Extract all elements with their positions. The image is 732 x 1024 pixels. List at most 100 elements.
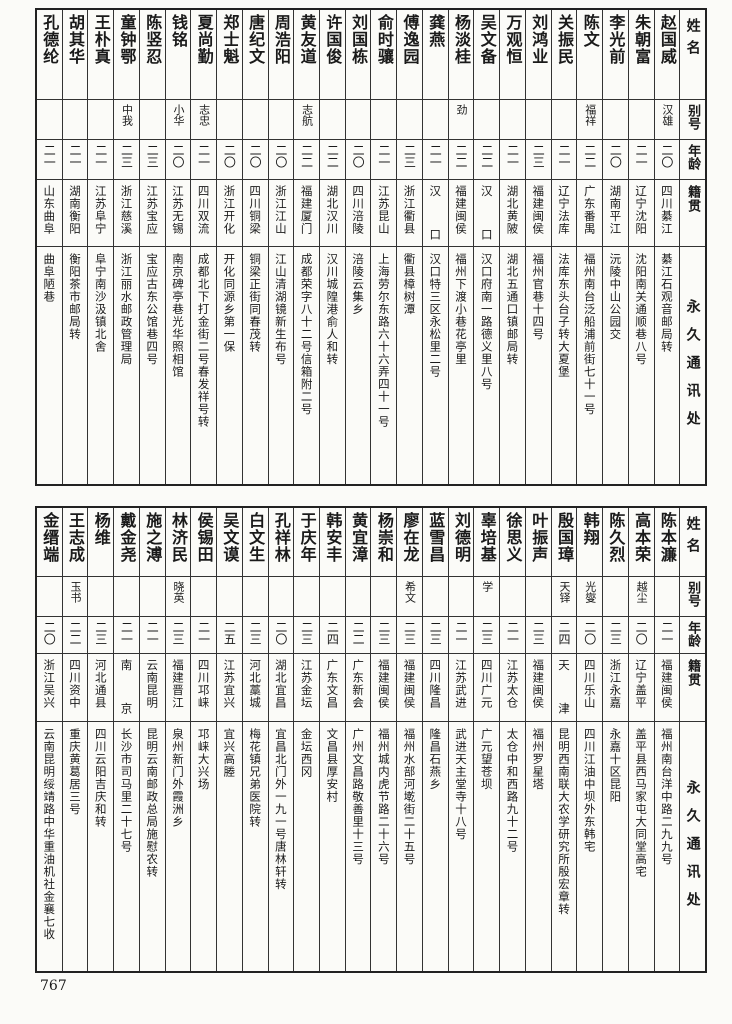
header-age-label: 年龄 <box>685 621 701 647</box>
name-cell: 陈文 <box>577 10 603 100</box>
person-column: 关振民 二一 辽宁法库 法库东头台子转大夏堡 <box>550 10 577 484</box>
native-cell: 福建闽侯 <box>525 654 551 722</box>
age-text: 二〇 <box>273 144 288 168</box>
person-column: 辜培基学二三 四川广元 广元望苍坝 <box>473 508 500 971</box>
alias-cell <box>654 577 680 617</box>
address-cell: 云南昆明绥靖路中华重油机社金襄七收 <box>37 722 62 971</box>
name-text: 朱朝富 <box>632 14 652 65</box>
native-cell: 福建闽侯 <box>397 654 422 722</box>
alias-cell <box>217 577 242 617</box>
alias-cell <box>474 100 500 140</box>
header-alias-label: 别号 <box>685 104 701 130</box>
alias-cell <box>88 577 114 617</box>
alias-cell <box>345 577 371 617</box>
person-column: 侯锡田 二一 四川邛崃 邛崃大兴场 <box>190 508 217 971</box>
native-text: 四川广元 <box>479 659 494 709</box>
name-cell: 王朴真 <box>88 10 114 100</box>
alias-cell <box>397 100 422 140</box>
address-text: 上海劳尔东路六十六弄四十一号 <box>376 253 391 428</box>
name-text: 林济民 <box>168 512 188 563</box>
native-cell: 江苏无锡 <box>165 180 191 247</box>
address-cell: 永嘉十区昆阳 <box>603 722 628 971</box>
alias-cell <box>525 100 551 140</box>
header-age: 年龄 <box>680 140 705 180</box>
native-cell: 浙江吴兴 <box>36 654 62 722</box>
name-text: 王朴真 <box>91 14 111 65</box>
address-text: 成都北下打金街二号春发祥号转 <box>196 253 211 428</box>
age-text: 二〇 <box>351 144 366 168</box>
native-cell: 浙江衢县 <box>397 180 422 247</box>
person-column: 俞时骧 二一 江苏昆山 上海劳尔东路六十六弄四十一号 <box>370 10 397 484</box>
address-text: 福州南台洋中路二九九号 <box>659 728 674 866</box>
address-cell: 上海劳尔东路六十六弄四十一号 <box>371 247 396 484</box>
age-text: 二一 <box>145 621 160 645</box>
age-cell: 二一 <box>114 617 139 654</box>
address-cell: 泉州新门外霞洲乡 <box>166 722 191 971</box>
name-cell: 赵国威 <box>654 10 680 100</box>
native-text: 四川乐山 <box>582 659 597 709</box>
alias-text: 越尘 <box>635 581 649 603</box>
name-cell: 杨淡桂 <box>448 10 474 100</box>
person-column: 夏尚勤 志忠 二一 四川双流 成都北下打金街二号春发祥号转 <box>190 10 217 484</box>
name-cell: 白文生 <box>242 508 268 577</box>
native-cell: 福建闽侯 <box>525 180 551 247</box>
header-native: 籍贯 <box>680 654 705 722</box>
age-text: 二〇 <box>222 144 237 168</box>
native-text: 汉口 <box>428 185 443 241</box>
name-text: 侯锡田 <box>194 512 214 563</box>
name-cell: 孔祥林 <box>268 508 294 577</box>
native-text: 浙江吴兴 <box>42 659 57 709</box>
alias-cell: 越尘 <box>628 577 654 617</box>
person-column: 杨淡桂劲二二 福建闽侯 福州下渡小巷花亭里 <box>447 10 474 484</box>
name-cell: 黄友道 <box>294 10 319 100</box>
native-text: 江苏无锡 <box>170 185 185 235</box>
name-text: 吴文谟 <box>220 512 240 563</box>
address-cell: 福州罗星塔 <box>526 722 551 971</box>
person-column: 韩安丰 二四 广东文昌 文昌县厚安村 <box>318 508 345 971</box>
alias-cell <box>500 577 525 617</box>
address-text: 盖平县西马家屯大同堂高宅 <box>634 728 649 878</box>
alias-cell <box>319 577 345 617</box>
age-cell: 二〇 <box>345 140 371 180</box>
native-cell: 福建厦门 <box>294 180 319 247</box>
person-column: 唐纪文 二〇 四川铜梁 铜梁正街同春茂转 <box>241 10 268 484</box>
age-text: 二三 <box>119 144 134 168</box>
alias-cell <box>551 100 577 140</box>
native-cell: 辽宁沈阳 <box>628 180 654 247</box>
native-text: 四川资中 <box>68 659 82 709</box>
address-cell: 广州文昌路敬善里十三号 <box>346 722 371 971</box>
native-cell: 汉口 <box>474 180 500 247</box>
native-cell: 河北藁城 <box>242 654 268 722</box>
address-text: 长沙市司马里二十七号 <box>119 728 134 853</box>
age-cell: 二三 <box>165 617 191 654</box>
name-cell: 傅逸园 <box>397 10 422 100</box>
native-text: 四川綦江 <box>659 185 674 235</box>
address-text: 法库东头台子转大夏堡 <box>556 253 571 378</box>
person-column: 杨维 二三 河北通县 四川云阳吉庆和转 <box>87 508 114 971</box>
header-name-label: 姓名 <box>684 18 701 62</box>
native-cell: 浙江慈溪 <box>114 180 139 247</box>
native-text: 四川邛崃 <box>196 659 211 709</box>
native-cell: 四川铜梁 <box>242 180 268 247</box>
person-column: 林济民 晓英 二三 福建晋江 泉州新门外霞洲乡 <box>164 508 191 971</box>
alias-cell <box>191 577 217 617</box>
age-cell: 二五 <box>217 617 242 654</box>
age-text: 二一 <box>634 144 649 168</box>
native-cell: 湖南平江 <box>603 180 628 247</box>
native-text: 湖北黄陂 <box>505 185 520 235</box>
name-text: 关振民 <box>554 14 574 65</box>
alias-cell: 天铎 <box>551 577 577 617</box>
age-cell: 二一 <box>448 617 474 654</box>
name-cell: 钱铭 <box>165 10 191 100</box>
age-text: 二〇 <box>634 621 649 645</box>
native-cell: 江苏宝应 <box>139 180 165 247</box>
address-cell: 宜昌北门外一九一号唐林轩转 <box>269 722 294 971</box>
alias-text: 志忠 <box>197 104 211 126</box>
person-column: 陈久烈 二三 浙江永嘉 永嘉十区昆阳 <box>602 508 628 971</box>
address-text: 衡阳茶市邮局转 <box>68 253 82 341</box>
age-text: 二二 <box>325 144 340 168</box>
address-cell: 衡阳茶市邮局转 <box>63 247 88 484</box>
person-column: 刘鸿业 二三 福建闽侯 福州官巷十四号 <box>524 10 551 484</box>
name-cell: 俞时骧 <box>371 10 397 100</box>
age-text: 二三 <box>376 621 391 645</box>
